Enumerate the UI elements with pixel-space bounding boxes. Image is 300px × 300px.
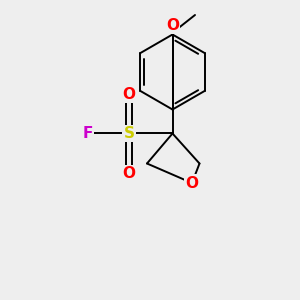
Text: F: F (82, 126, 93, 141)
Text: O: O (122, 167, 136, 182)
Text: O: O (122, 87, 136, 102)
Text: S: S (124, 126, 134, 141)
Text: O: O (185, 176, 199, 190)
Text: O: O (166, 18, 179, 33)
